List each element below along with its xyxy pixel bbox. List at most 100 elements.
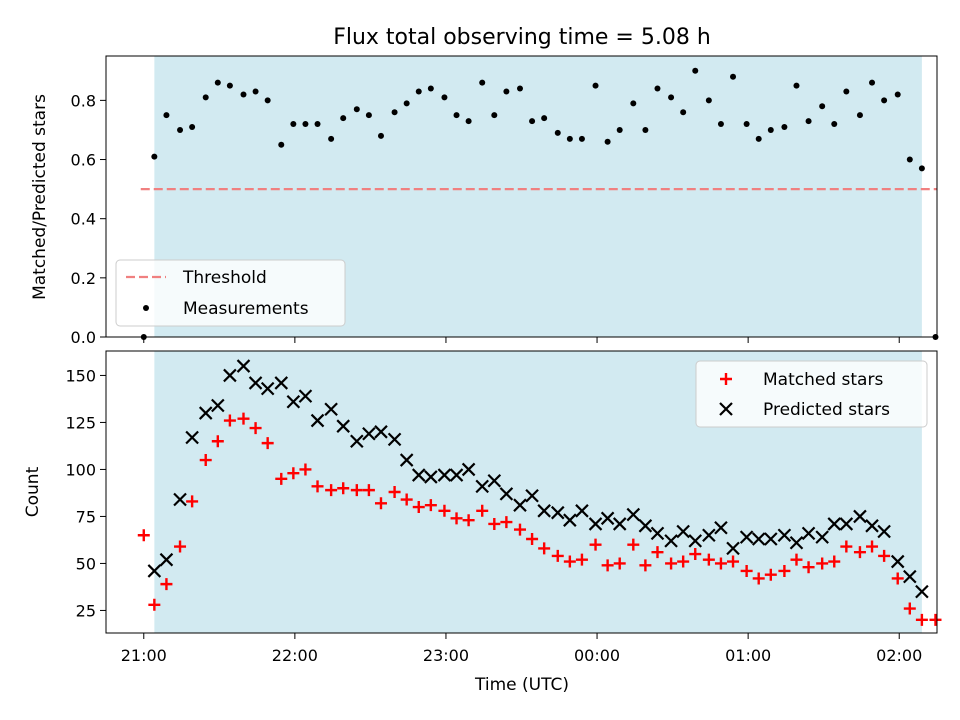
predicted-star-point (563, 513, 577, 527)
x-tick-label: 00:00 (574, 646, 620, 665)
predicted-star-point (487, 473, 502, 488)
predicted-star-point (350, 434, 364, 449)
predicted-star-point (424, 470, 438, 484)
ratio-y-tick-label: 0.8 (71, 91, 96, 110)
matched-star-point (866, 540, 879, 553)
measurement-point (680, 109, 687, 116)
measurement-point (240, 91, 247, 98)
matched-star-point (613, 557, 626, 570)
legend-matched-label: Matched stars (763, 370, 883, 390)
measurement-point (391, 109, 398, 116)
matched-star-point (651, 546, 664, 559)
measurement-point (340, 115, 347, 122)
predicted-star-point (198, 406, 213, 420)
matched-star-point (362, 484, 375, 497)
measurement-point (516, 85, 523, 92)
measurement-point (479, 79, 486, 86)
predicted-star-point (211, 398, 225, 413)
matched-star-point (275, 472, 288, 485)
matched-star-point (450, 512, 463, 525)
measurement-point (151, 153, 158, 160)
predicted-star-point (374, 425, 388, 439)
matched-star-point (388, 486, 401, 498)
predicted-star-point (588, 517, 603, 531)
predicted-star-point (274, 376, 289, 390)
x-tick-label: 02:00 (876, 646, 922, 665)
predicted-star-point (676, 524, 690, 539)
predicted-star-point (726, 541, 740, 556)
matched-star-point (538, 542, 551, 555)
matched-star-point (853, 546, 866, 559)
matched-star-point (261, 437, 274, 450)
ratio-axes-frame (105, 55, 938, 338)
matched-star-point (929, 613, 942, 626)
x-tick-label: 23:00 (423, 646, 469, 665)
measurement-point (743, 121, 750, 128)
ratio-legend: Threshold Measurements (115, 259, 346, 327)
matched-star-point (802, 561, 815, 574)
predicted-star-point (461, 462, 476, 477)
measurement-point (427, 85, 434, 92)
matched-star-point (174, 540, 187, 553)
matched-star-point (665, 557, 678, 570)
x-tick-label: 21:00 (121, 646, 167, 665)
measurement-point (668, 94, 675, 101)
legend-measurement-label: Measurements (183, 299, 309, 319)
matched-star-point (488, 517, 501, 530)
matched-star-point (374, 497, 387, 510)
matched-star-point (249, 422, 262, 435)
matched-star-point (476, 504, 489, 517)
measurement-point (214, 79, 221, 86)
predicted-star-point (764, 532, 778, 546)
predicted-star-point (650, 526, 665, 541)
predicted-star-point (853, 509, 867, 524)
measurement-point (654, 85, 661, 92)
predicted-star-point (751, 532, 766, 546)
measurement-point (906, 156, 913, 163)
predicted-star-point (626, 507, 641, 522)
matched-star-point (727, 555, 740, 568)
measurement-point (453, 112, 460, 119)
predicted-star-point (801, 526, 816, 541)
predicted-star-point (387, 432, 402, 447)
matched-star-point (160, 578, 173, 591)
count-y-tick-label: 25 (76, 601, 96, 620)
predicted-star-point (449, 468, 464, 482)
matched-star-point (186, 495, 199, 508)
legend-predicted-swatch (719, 402, 733, 416)
matched-star-point (400, 493, 413, 506)
matched-star-point (287, 467, 300, 480)
x-axis-label: Time (UTC) (474, 675, 569, 695)
matched-star-point (526, 533, 539, 545)
measurement-point (365, 112, 372, 119)
predicted-star-point (550, 505, 565, 520)
matched-star-point (412, 501, 425, 514)
predicted-star-point (298, 389, 313, 403)
predicted-star-point (903, 569, 917, 584)
measurement-point (805, 118, 812, 125)
measurement-point (793, 82, 800, 89)
predicted-star-point (248, 376, 263, 390)
predicted-star-point (173, 492, 187, 507)
matched-star-point (689, 548, 702, 561)
predicted-star-point (336, 419, 350, 433)
measurement-point (918, 165, 925, 172)
measurement-point (856, 112, 863, 119)
matched-star-point (903, 602, 916, 615)
legend-box (695, 360, 928, 428)
predicted-star-point (537, 504, 551, 518)
measurement-point (177, 126, 184, 133)
matched-star-point (237, 412, 250, 425)
matched-star-point (513, 523, 526, 536)
matched-star-point (828, 555, 841, 568)
measurement-point (202, 94, 209, 101)
measurement-point (566, 135, 573, 142)
predicted-star-point (777, 528, 792, 543)
matched-star-point (211, 435, 224, 448)
predicted-star-point (399, 453, 414, 467)
predicted-star-point (739, 530, 754, 544)
measurement-point (592, 82, 599, 89)
measurement-point (252, 88, 259, 95)
predicted-star-point (147, 564, 162, 578)
measurement-point (541, 115, 548, 122)
